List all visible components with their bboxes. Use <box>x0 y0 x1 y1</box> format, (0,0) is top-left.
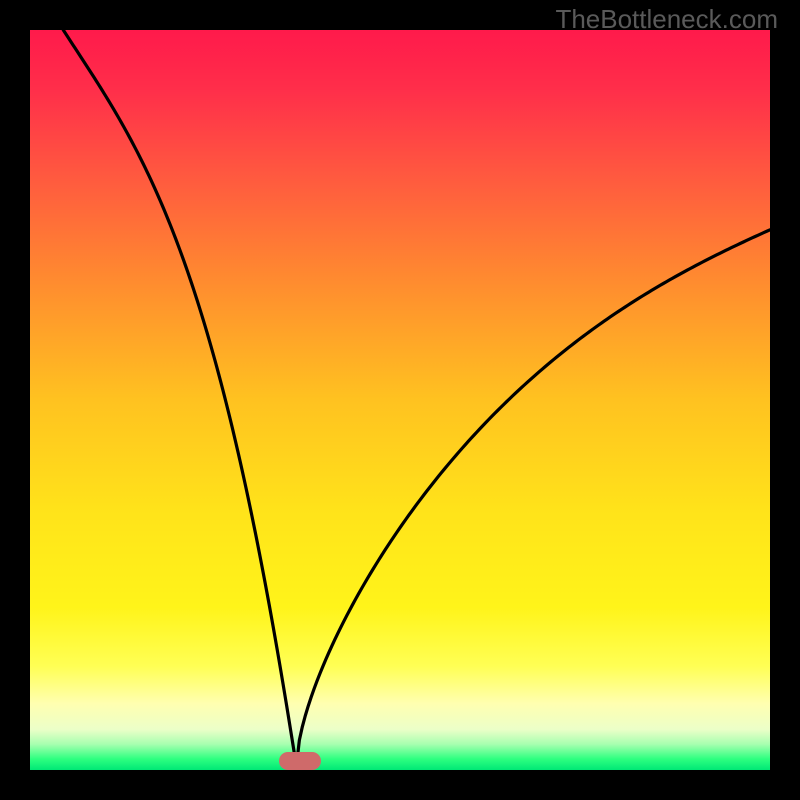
chart-container: TheBottleneck.com <box>0 0 800 800</box>
apex-marker <box>279 752 321 770</box>
curve-overlay <box>0 0 800 800</box>
bottleneck-curve <box>63 30 770 766</box>
